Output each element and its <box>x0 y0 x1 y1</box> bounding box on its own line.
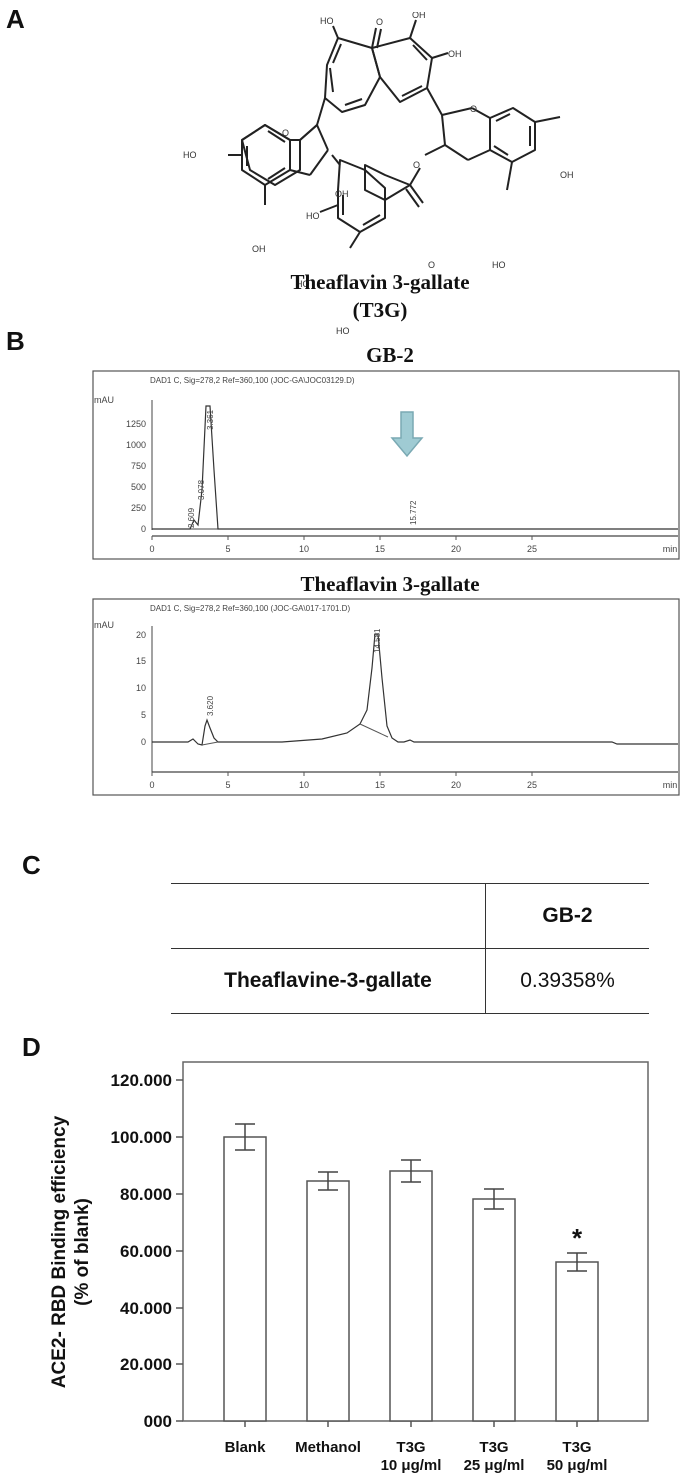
chromatogram-trace <box>152 405 678 530</box>
atom-label: O <box>428 260 435 270</box>
y-axis-label: ACE2- RBD Binding efficiency <box>49 1115 70 1388</box>
peak-label: 3.078 <box>197 479 206 500</box>
panel-c-label: C <box>22 850 41 880</box>
x-tick: 20 <box>451 544 461 554</box>
atom-label: O <box>282 128 289 138</box>
panel-a-label: A <box>6 4 25 34</box>
x-tick: 15 <box>375 544 385 554</box>
x-label: T3G <box>562 1439 591 1456</box>
y-tick: 500 <box>131 482 146 492</box>
bar-t3g-50 <box>555 1261 599 1422</box>
table-cell: 0.39358% <box>485 948 649 1014</box>
error-bars <box>235 1123 587 1272</box>
panel-d-label: D <box>22 1032 41 1062</box>
y-axis-label-units: (% of blank) <box>72 1198 93 1306</box>
x-tick: 25 <box>527 544 537 554</box>
atom-label: HO <box>183 150 197 160</box>
x-tick: 25 <box>527 780 537 790</box>
y-tick: 20.000 <box>120 1355 172 1374</box>
peak-label: 3.361 <box>206 409 215 430</box>
chromatogram-1-title: GB-2 <box>366 343 414 367</box>
y-tick: 60.000 <box>120 1242 172 1261</box>
table-row: Theaflavine-3-gallate 0.39358% <box>171 948 649 1014</box>
atom-label: O <box>470 104 477 114</box>
atom-label: OH <box>412 12 426 20</box>
compound-abbrev: (T3G) <box>352 298 408 322</box>
y-unit: mAU <box>94 620 114 630</box>
x-tick: 10 <box>299 544 309 554</box>
y-tick: 0 <box>141 737 146 747</box>
x-tick: 20 <box>451 780 461 790</box>
x-tick: 15 <box>375 780 385 790</box>
atom-label: HO <box>296 279 310 289</box>
x-label: Blank <box>225 1439 267 1456</box>
atom-label: OH <box>448 49 462 59</box>
x-tick: 5 <box>225 780 230 790</box>
bar-methanol <box>306 1180 350 1422</box>
y-tick: 40.000 <box>120 1299 172 1318</box>
significance-marker: * <box>572 1223 583 1253</box>
y-tick: 1000 <box>126 440 146 450</box>
y-tick: 100.000 <box>111 1128 172 1147</box>
y-tick: 250 <box>131 503 146 513</box>
x-tick: 10 <box>299 780 309 790</box>
x-unit: min <box>663 780 678 790</box>
bar-blank <box>223 1136 267 1422</box>
x-label-sub: 50 μg/ml <box>547 1457 608 1474</box>
x-label: T3G <box>479 1439 508 1456</box>
atom-label: HO <box>492 260 506 270</box>
y-unit: mAU <box>94 395 114 405</box>
x-label: T3G <box>396 1439 425 1456</box>
y-tick: 10 <box>136 683 146 693</box>
x-tick: 5 <box>225 544 230 554</box>
x-unit: min <box>663 544 678 554</box>
atom-label: HO <box>306 211 320 221</box>
x-label: Methanol <box>295 1439 361 1456</box>
atom-label: OH <box>560 170 574 180</box>
chemical-structure-t3g: HO O OH OH HO O OH O OH O OH HO O HO HO … <box>183 12 574 336</box>
y-tick: 000 <box>144 1412 172 1431</box>
peak-label: 15.772 <box>409 500 418 525</box>
panel-b-label: B <box>6 326 25 356</box>
atom-label: OH <box>335 189 349 199</box>
chromatogram-gb2: DAD1 C, Sig=278,2 Ref=360,100 (JOC-GA\JO… <box>92 370 680 560</box>
bar-chart: ACE2- RBD Binding efficiency (% of blank… <box>49 1061 649 1474</box>
atom-label: O <box>376 17 383 27</box>
y-tick: 20 <box>136 630 146 640</box>
table-header-row: GB-2 <box>171 883 649 949</box>
y-tick: 0 <box>141 524 146 534</box>
y-tick: 750 <box>131 461 146 471</box>
peak-label: 14.581 <box>373 628 382 653</box>
peak-label: 3.620 <box>206 695 215 716</box>
x-label-sub: 10 μg/ml <box>381 1457 442 1474</box>
x-tick: 0 <box>149 780 154 790</box>
atom-label: OH <box>252 244 266 254</box>
y-tick: 1250 <box>126 419 146 429</box>
atom-label: HO <box>320 16 334 26</box>
chromatogram-header: DAD1 C, Sig=278,2 Ref=360,100 (JOC-GA\01… <box>150 604 350 613</box>
bar-t3g-25 <box>472 1198 516 1422</box>
chromatogram-t3g: DAD1 C, Sig=278,2 Ref=360,100 (JOC-GA\01… <box>92 598 680 796</box>
atom-label: HO <box>336 326 350 336</box>
chromatogram-trace <box>152 633 678 746</box>
y-tick: 120.000 <box>111 1071 172 1090</box>
table-cell: Theaflavine-3-gallate <box>171 948 486 1014</box>
y-tick: 80.000 <box>120 1185 172 1204</box>
chromatogram-header: DAD1 C, Sig=278,2 Ref=360,100 (JOC-GA\JO… <box>150 376 355 385</box>
table-header-cell <box>171 883 486 949</box>
x-label-sub: 25 μg/ml <box>464 1457 525 1474</box>
peak-label: 2.609 <box>187 507 196 528</box>
y-tick: 15 <box>136 656 146 666</box>
compound-name: Theaflavin 3-gallate <box>290 270 470 294</box>
atom-label: O <box>413 160 420 170</box>
table-header-cell: GB-2 <box>485 883 649 949</box>
x-tick: 0 <box>149 544 154 554</box>
chromatogram-2-title: Theaflavin 3-gallate <box>300 572 480 596</box>
y-tick: 5 <box>141 710 146 720</box>
content-table: GB-2 Theaflavine-3-gallate 0.39358% <box>171 883 649 1014</box>
down-arrow-icon <box>390 411 424 458</box>
bar-t3g-10 <box>389 1170 433 1422</box>
